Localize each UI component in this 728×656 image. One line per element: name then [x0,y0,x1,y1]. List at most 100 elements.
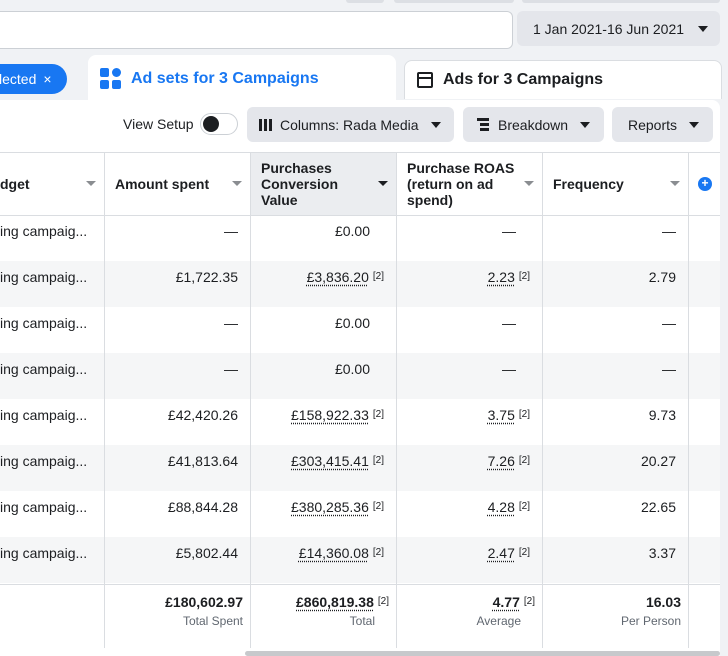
footnote-marker: [2] [372,409,384,420]
ad-sets-grid-icon [100,67,122,90]
row-campaign-name[interactable]: ing campaig... [0,407,88,423]
sort-icon[interactable] [524,181,534,186]
divider [396,152,397,648]
selected-filter-pill[interactable]: lected × [0,64,67,94]
date-range-button[interactable]: 1 Jan 2021-16 Jun 2021 [517,11,720,46]
row-campaign-name[interactable]: ing campaig... [0,545,88,561]
row-frequency: — [662,315,676,331]
row-roas: — [396,315,516,331]
columns-button-label: Columns: Rada Media [280,116,419,133]
column-header-label: Amount spent [115,176,210,192]
table-row[interactable] [0,261,720,307]
row-value-text: £158,922.33 [291,407,369,423]
column-header-budget[interactable]: dget [0,153,104,215]
row-frequency: 22.65 [640,499,676,515]
row-frequency: — [662,361,676,377]
sort-icon[interactable] [86,181,96,186]
divider [0,584,720,585]
row-campaign-name[interactable]: ing campaig... [0,361,88,377]
row-amount-spent: — [224,315,238,331]
column-header-roas[interactable]: Purchase ROAS (return on ad spend) [396,153,542,215]
total-purchases-value: £860,819.38 [2] [250,594,389,610]
column-header-purchases-value[interactable]: Purchases Conversion Value [250,153,396,215]
row-roas: 7.26 [2] [396,453,530,469]
row-purchases-value: £380,285.36 [2] [250,499,384,515]
row-roas-text: — [502,315,516,331]
row-roas-text: 2.47 [487,545,515,561]
row-purchases-value: £0.00 [250,223,370,239]
add-column-icon[interactable]: + [698,177,712,191]
chevron-down-icon [689,121,700,128]
row-roas-text: 7.26 [487,453,515,469]
footnote-marker: [2] [523,596,535,607]
total-frequency: 16.03 [645,594,681,610]
top-fragment [522,0,720,3]
footnote-marker: [2] [518,271,530,282]
row-amount-spent: £42,420.26 [167,407,238,423]
sort-icon[interactable] [232,181,242,186]
divider [688,152,689,648]
row-roas-text: — [502,361,516,377]
divider [542,152,543,648]
scrollbar-thumb[interactable] [245,651,720,656]
reports-button-label: Reports [628,116,678,133]
row-frequency: 9.73 [648,407,676,423]
row-amount-spent: — [224,223,238,239]
row-campaign-name[interactable]: ing campaig... [0,223,88,239]
view-setup-toggle[interactable] [200,113,238,135]
chevron-down-icon [430,121,441,128]
column-header-frequency[interactable]: Frequency [542,153,688,215]
row-frequency: — [662,223,676,239]
tab-ads[interactable]: Ads for 3 Campaigns [404,60,722,99]
row-campaign-name[interactable]: ing campaig... [0,453,88,469]
row-amount-spent: £41,813.64 [167,453,238,469]
row-roas: — [396,223,516,239]
row-roas: 3.75 [2] [396,407,530,423]
row-campaign-name[interactable]: ing campaig... [0,315,88,331]
chevron-down-icon [580,121,591,128]
table-row[interactable] [0,353,720,399]
footnote-marker: [2] [372,501,384,512]
row-amount-spent: £5,802.44 [175,545,238,561]
column-header-label: dget [0,176,30,192]
row-purchases-value: £14,360.08 [2] [250,545,384,561]
row-roas-text: 2.23 [487,269,515,285]
row-amount-spent: — [224,361,238,377]
selected-filter-label: lected [0,71,37,87]
total-roas: 4.77 [2] [396,594,535,610]
top-fragment [346,0,384,3]
top-fragment [394,0,514,3]
row-purchases-value: £303,415.41 [2] [250,453,384,469]
row-value-text: £380,285.36 [291,499,369,515]
breakdown-button[interactable]: Breakdown [463,107,604,142]
footnote-marker: [2] [518,455,530,466]
columns-button[interactable]: Columns: Rada Media [247,107,454,142]
column-header-label: Purchase ROAS (return on ad spend) [407,160,515,208]
row-roas: 4.28 [2] [396,499,530,515]
row-campaign-name[interactable]: ing campaig... [0,499,88,515]
reports-button[interactable]: Reports [612,107,713,142]
row-roas: 2.47 [2] [396,545,530,561]
close-icon[interactable]: × [43,71,52,87]
column-header-label: Frequency [553,176,624,192]
total-roas-text: 4.77 [492,594,520,610]
footnote-marker: [2] [377,596,389,607]
ads-window-icon [417,72,433,88]
column-header-amount-spent[interactable]: Amount spent [104,153,250,215]
row-frequency: 2.79 [648,269,676,285]
divider [104,152,105,648]
row-amount-spent: £1,722.35 [175,269,238,285]
table-row[interactable] [0,537,720,583]
table-row[interactable] [0,445,720,491]
sort-icon[interactable] [670,181,680,186]
row-campaign-name[interactable]: ing campaig... [0,269,88,285]
divider [250,152,251,648]
total-value-text: £860,819.38 [296,594,374,610]
search-filter-input[interactable] [0,11,513,49]
tab-ad-sets[interactable]: Ad sets for 3 Campaigns [88,55,396,102]
row-purchases-value: £0.00 [250,361,370,377]
sort-icon[interactable] [378,181,388,186]
row-value-text: £303,415.41 [291,453,369,469]
row-roas: 2.23 [2] [396,269,530,285]
footnote-marker: [2] [518,547,530,558]
